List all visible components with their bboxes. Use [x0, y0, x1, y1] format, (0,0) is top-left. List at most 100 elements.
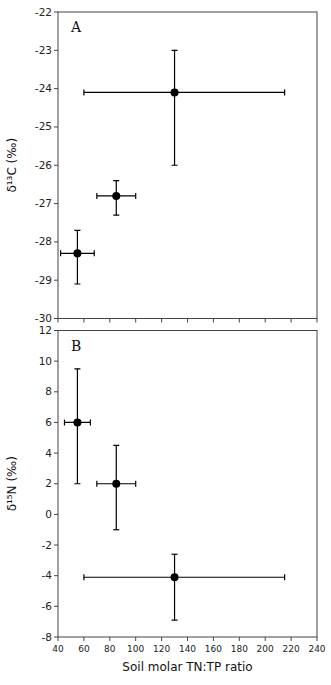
data-points [61, 50, 285, 284]
y-tick [54, 575, 58, 576]
y-error-bar [74, 230, 80, 284]
y-axis-label: δ¹⁵N (‰) [5, 456, 19, 511]
x-tick [239, 637, 240, 641]
y-tick-label: 6 [45, 416, 52, 428]
y-tick [54, 203, 58, 204]
x-tick [58, 637, 59, 641]
y-tick-label: -26 [35, 159, 52, 171]
panel-label: B [71, 338, 81, 354]
data-points [64, 369, 284, 620]
y-tick-label: -6 [42, 600, 53, 612]
y-tick-label: -22 [35, 6, 52, 18]
point [112, 192, 120, 200]
panel: -8 -6 -4 -2 0 2 4 6 8 10 12 40 60 80 100 120 140 160 180 20… [5, 324, 326, 674]
y-tick [54, 165, 58, 166]
y-error-bar [113, 181, 119, 215]
x-error-bar [97, 481, 136, 487]
point [73, 249, 81, 257]
x-tick [187, 637, 188, 641]
point [73, 418, 81, 426]
x-tick [213, 637, 214, 641]
y-tick-label: 8 [45, 385, 52, 397]
x-tick [161, 637, 162, 641]
y-tick-label: -2 [42, 539, 52, 551]
panel: -30-29-28-27-26-25-24-23-22δ¹³C (‰)A [5, 6, 317, 325]
y-tick-label: 0 [45, 508, 52, 520]
y-tick [54, 422, 58, 423]
y-tick-label: -25 [35, 120, 52, 132]
y-tick-label: 12 [39, 324, 52, 336]
x-tick [239, 319, 240, 323]
y-tick [54, 361, 58, 362]
y-error-bar [172, 554, 178, 620]
y-tick [54, 241, 58, 242]
y-tick [54, 391, 58, 392]
x-tick-label: 140 [179, 644, 196, 654]
y-tick [54, 12, 58, 13]
x-tick [317, 319, 318, 323]
panel-label: A [70, 19, 82, 35]
x-tick [265, 319, 266, 323]
y-tick [54, 637, 58, 638]
x-tick-label: 220 [283, 644, 300, 654]
x-tick [291, 319, 292, 323]
y-tick-label: 2 [45, 477, 52, 489]
x-tick-label: 40 [52, 644, 64, 654]
x-tick [135, 319, 136, 323]
x-error-bar [64, 419, 90, 425]
y-tick [54, 514, 58, 515]
x-tick-label: 80 [104, 644, 116, 654]
x-axis-label: Soil molar TN:TP ratio [122, 660, 252, 674]
y-tick [54, 50, 58, 51]
x-tick-label: 160 [205, 644, 222, 654]
y-tick [54, 330, 58, 331]
y-error-bar [172, 50, 178, 165]
y-error-bar [113, 445, 119, 529]
x-tick-label: 240 [308, 644, 325, 654]
y-tick-label: -24 [35, 82, 52, 94]
x-tick-label: 60 [78, 644, 90, 654]
x-error-bar [61, 250, 95, 256]
y-tick-label: -8 [42, 631, 52, 643]
y-tick-label: -27 [35, 197, 52, 209]
x-tick [83, 319, 84, 323]
y-tick-label: -4 [42, 569, 53, 581]
point [171, 88, 179, 96]
y-tick-label: -23 [35, 44, 52, 56]
y-tick-label: -29 [35, 274, 52, 286]
y-tick [54, 483, 58, 484]
x-tick [161, 319, 162, 323]
y-tick [54, 280, 58, 281]
x-tick-label: 120 [153, 644, 170, 654]
y-tick [54, 606, 58, 607]
point [112, 480, 120, 488]
x-tick [83, 637, 84, 641]
x-tick [135, 637, 136, 641]
x-tick [213, 319, 214, 323]
x-error-bar [84, 574, 285, 580]
y-error-bar [74, 369, 80, 484]
x-tick [58, 319, 59, 323]
x-tick [265, 637, 266, 641]
y-tick [54, 318, 58, 319]
x-tick-label: 100 [127, 644, 144, 654]
x-tick [187, 319, 188, 323]
x-tick-label: 180 [231, 644, 248, 654]
x-tick [291, 637, 292, 641]
x-error-bar [84, 89, 285, 95]
y-tick-label: 10 [39, 355, 52, 367]
y-tick [54, 126, 58, 127]
x-tick [109, 637, 110, 641]
x-tick [109, 319, 110, 323]
point [171, 573, 179, 581]
x-tick [317, 637, 318, 641]
y-tick [54, 88, 58, 89]
y-tick-label: -28 [35, 235, 52, 247]
y-tick-label: 4 [45, 447, 52, 459]
figure: -30-29-28-27-26-25-24-23-22δ¹³C (‰)A-8-6… [0, 0, 331, 685]
x-tick-label: 200 [257, 644, 274, 654]
y-tick-label: -30 [35, 312, 52, 324]
y-tick [54, 545, 58, 546]
x-error-bar [97, 193, 136, 199]
plot-frame [58, 331, 317, 638]
